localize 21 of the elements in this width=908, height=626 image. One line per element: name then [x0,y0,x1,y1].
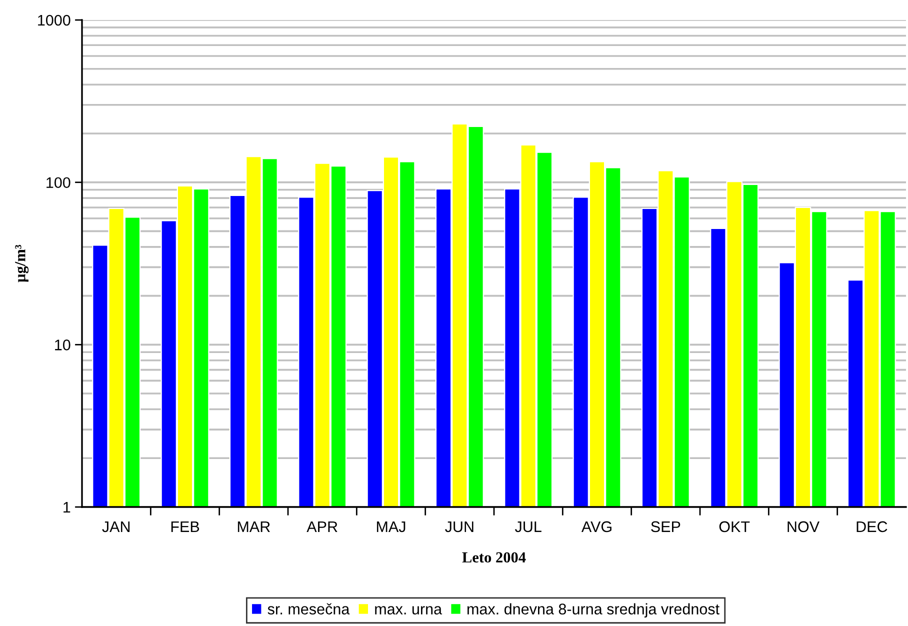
x-tick-label: JUL [514,521,542,532]
y-tick-label: 100 [46,177,70,188]
legend-label: max. dnevna 8-urna srednja vrednost [467,603,720,618]
x-tick-label: SEP [651,521,680,532]
x-tick-label: OKT [719,521,750,532]
y-tick-label: 1000 [38,14,70,26]
x-tick-label: NOV [788,521,820,532]
legend-label: sr. mesečna [268,603,350,615]
x-tick-label: AVG [581,521,612,532]
x-tick-label: JUN [445,521,474,532]
x-tick-label: DEC [856,521,888,532]
x-tick-label: JAN [102,521,130,532]
x-tick-label: MAR [238,521,270,532]
legend-label: max. urna [375,606,442,615]
x-tick-label: APR [306,521,338,532]
x-tick-label: FEB [171,521,200,532]
y-tick-label: 10 [55,340,70,350]
y-axis-title: µg/m³ [15,244,29,282]
y-tick-label: 1 [64,502,70,513]
x-tick-label: MAJ [376,521,406,532]
x-axis-title: Leto 2004 [462,552,526,563]
